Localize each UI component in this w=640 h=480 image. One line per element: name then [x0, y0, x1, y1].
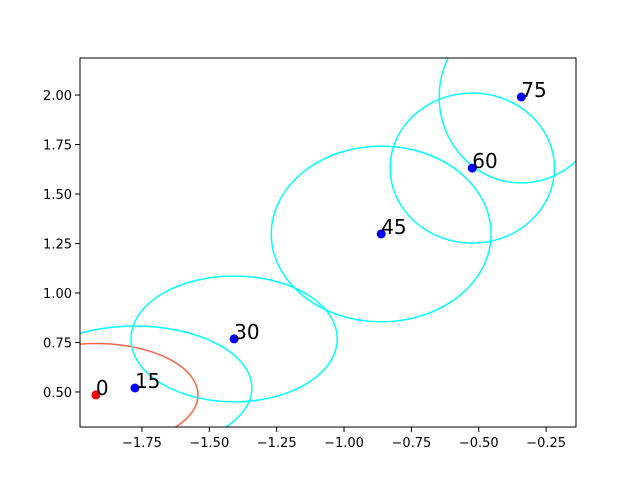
- axes-frame: [79, 57, 577, 428]
- point: [516, 92, 526, 102]
- point: [376, 229, 386, 239]
- x-tick-label: −1.75: [122, 436, 162, 451]
- x-tick-label: −1.25: [257, 436, 297, 451]
- x-tick-label: −1.00: [324, 436, 364, 451]
- y-tick-label: 0.50: [43, 386, 72, 401]
- y-tick-label: 2.00: [43, 89, 72, 104]
- range-ring: [130, 275, 339, 403]
- y-tick-label: 1.75: [43, 139, 72, 154]
- y-tick-label: 1.25: [43, 237, 72, 252]
- point-label: 60: [472, 149, 497, 173]
- point: [130, 383, 140, 393]
- y-tick-label: 0.75: [43, 336, 72, 351]
- x-tick-label: −0.75: [391, 436, 431, 451]
- y-tick-label: 1.00: [43, 287, 72, 302]
- point: [229, 334, 239, 344]
- point-label: 45: [381, 215, 406, 239]
- x-tick-label: −0.50: [459, 436, 499, 451]
- point: [91, 390, 101, 400]
- point-label: 0: [96, 376, 109, 400]
- range-ring: [80, 325, 253, 427]
- x-tick-label: −0.25: [526, 436, 566, 451]
- range-ring: [389, 92, 556, 244]
- y-tick-label: 1.50: [43, 188, 72, 203]
- point-label: 15: [135, 369, 160, 393]
- point-label: 75: [521, 78, 546, 102]
- range-ring: [438, 58, 576, 184]
- range-ring: [270, 145, 492, 323]
- x-tick-label: −1.50: [189, 436, 229, 451]
- point: [467, 163, 477, 173]
- range-ring: [80, 342, 199, 427]
- plot-area: [80, 58, 576, 427]
- point-label: 30: [234, 320, 259, 344]
